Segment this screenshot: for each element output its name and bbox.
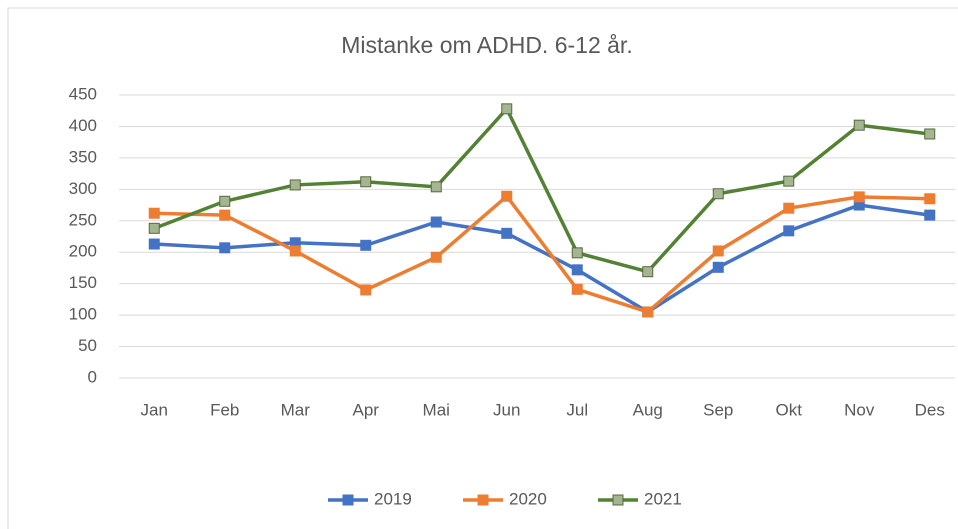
y-tick-label: 50 [78, 336, 97, 355]
y-tick-label: 400 [69, 116, 97, 135]
data-point [219, 209, 231, 221]
data-point [571, 264, 583, 276]
x-tick-label: Nov [844, 400, 875, 419]
series-line [153, 105, 930, 274]
x-tick-label: Sep [703, 400, 733, 419]
x-tick-label: Des [915, 400, 945, 419]
legend-label: 2019 [374, 489, 412, 508]
legend-label: 2020 [509, 489, 547, 508]
data-point [783, 225, 795, 237]
y-tick-label: 350 [69, 147, 97, 166]
data-point [712, 245, 724, 257]
data-point [924, 128, 936, 140]
data-point [712, 261, 724, 273]
data-point [853, 191, 865, 203]
y-tick-label: 200 [69, 242, 97, 261]
data-point [501, 103, 513, 115]
data-point [783, 175, 795, 187]
data-point [712, 188, 724, 200]
y-tick-label: 300 [69, 179, 97, 198]
data-point [571, 283, 583, 295]
x-tick-label: Aug [633, 400, 663, 419]
data-point [571, 247, 583, 259]
data-point [289, 179, 301, 191]
legend-swatch-marker [342, 494, 354, 506]
data-point [642, 306, 654, 318]
chart-title: Mistanke om ADHD. 6-12 år. [341, 32, 632, 58]
data-point [219, 195, 231, 207]
data-point [501, 227, 513, 239]
series-line [154, 193, 930, 314]
data-point [430, 251, 442, 263]
chart-frame [7, 7, 958, 529]
data-point [148, 238, 160, 250]
y-tick-label: 0 [88, 367, 97, 386]
data-point [360, 239, 372, 251]
x-tick-label: Jul [566, 400, 588, 419]
x-tick-label: Mar [281, 400, 311, 419]
data-point [501, 190, 513, 202]
x-tick-label: Jan [141, 400, 168, 419]
data-point [430, 181, 442, 193]
data-point [642, 266, 654, 278]
x-tick-label: Mai [423, 400, 450, 419]
data-point [148, 222, 160, 234]
data-point [783, 202, 795, 214]
y-tick-label: 450 [69, 84, 97, 103]
x-tick-label: Okt [776, 400, 803, 419]
legend-swatch-marker [477, 494, 489, 506]
data-point [219, 242, 231, 254]
y-tick-label: 100 [69, 305, 97, 324]
data-point [360, 284, 372, 296]
x-tick-label: Apr [353, 400, 380, 419]
y-tick-label: 250 [69, 210, 97, 229]
data-point [924, 209, 936, 221]
x-tick-label: Jun [493, 400, 520, 419]
legend-label: 2021 [644, 489, 682, 508]
x-tick-label: Feb [210, 400, 239, 419]
data-point [430, 216, 442, 228]
y-tick-label: 150 [69, 273, 97, 292]
legend-swatch-marker [612, 494, 624, 506]
data-point [853, 119, 865, 131]
data-point [360, 176, 372, 188]
data-point [289, 245, 301, 257]
data-point [924, 193, 936, 205]
data-point [148, 207, 160, 219]
